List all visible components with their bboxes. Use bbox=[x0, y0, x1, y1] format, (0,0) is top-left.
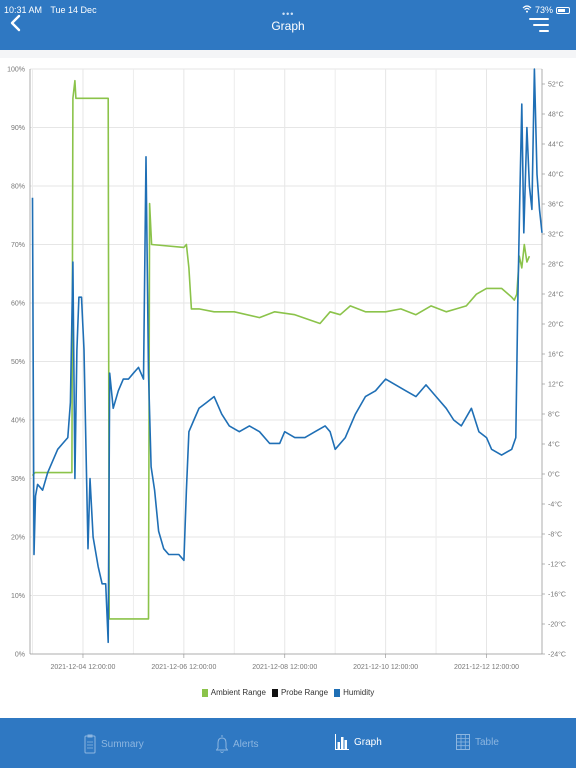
filter-menu-icon-line bbox=[539, 30, 549, 32]
tab-table[interactable]: Table bbox=[456, 734, 499, 750]
y-right-tick-label: 40°C bbox=[548, 171, 564, 179]
bar-chart-icon bbox=[335, 734, 349, 750]
legend-item[interactable]: Humidity bbox=[334, 688, 374, 697]
graph-chart[interactable]: 0% 10% 20% 30% 40% 50% 60% 70% 80% 90% 100% -24°C -2… bbox=[0, 58, 576, 688]
y-right-tick-label: -16°C bbox=[548, 591, 566, 599]
y-left-tick-label: 60% bbox=[11, 301, 25, 308]
status-date: Tue 14 Dec bbox=[50, 5, 97, 15]
y-right-tick-label: -20°C bbox=[548, 621, 566, 629]
y-right-tick-label: 28°C bbox=[548, 261, 564, 269]
y-right-tick-label: 52°C bbox=[548, 81, 564, 89]
y-right-tick-label: 24°C bbox=[548, 291, 564, 299]
legend-label: Ambient Range bbox=[210, 688, 266, 697]
y-right-tick-label: 0°C bbox=[548, 471, 560, 479]
y-left-tick-label: 70% bbox=[11, 242, 25, 249]
x-tick-label: 2021-12-10 12:00:00 bbox=[353, 664, 418, 671]
y-left-tick-label: 50% bbox=[11, 359, 25, 366]
y-right-tick-label: -12°C bbox=[548, 561, 566, 569]
y-right-tick-label: 12°C bbox=[548, 381, 564, 389]
tab-alerts-label: Alerts bbox=[233, 738, 259, 750]
y-left-tick-label: 20% bbox=[11, 535, 25, 542]
legend-swatch bbox=[271, 688, 278, 697]
y-right-tick-label: 8°C bbox=[548, 411, 560, 419]
status-bar: 10:31 AM Tue 14 Dec 73% bbox=[0, 0, 576, 18]
y-right-tick-label: 44°C bbox=[548, 141, 564, 149]
battery-icon bbox=[556, 6, 570, 14]
legend-swatch bbox=[334, 688, 341, 697]
multitask-dots-icon[interactable]: ••• bbox=[282, 9, 295, 19]
status-right: 73% bbox=[522, 5, 570, 15]
y-right-tick-label: 16°C bbox=[548, 351, 564, 359]
legend-label: Humidity bbox=[343, 688, 375, 697]
bell-icon bbox=[216, 735, 228, 753]
status-left: 10:31 AM Tue 14 Dec bbox=[4, 5, 97, 15]
y-right-tick-label: -8°C bbox=[548, 531, 562, 539]
battery-percent: 73% bbox=[534, 5, 553, 15]
battery-fill bbox=[558, 8, 566, 12]
app-header: 10:31 AM Tue 14 Dec 73% ••• Graph bbox=[0, 0, 576, 50]
filter-menu-icon-line bbox=[533, 24, 549, 26]
status-time: 10:31 AM bbox=[4, 5, 43, 15]
y-left-tick-label: 100% bbox=[7, 67, 25, 74]
legend-item[interactable]: Probe Range bbox=[271, 688, 329, 697]
legend-label: Probe Range bbox=[280, 688, 329, 697]
y-left-tick-label: 30% bbox=[11, 476, 25, 483]
legend-item[interactable]: Ambient Range bbox=[201, 688, 266, 697]
legend-swatch bbox=[201, 688, 208, 697]
y-left-tick-label: 80% bbox=[11, 184, 25, 191]
y-left-tick-label: 90% bbox=[11, 125, 25, 132]
clipboard-icon bbox=[84, 734, 96, 754]
chevron-left-icon bbox=[10, 14, 21, 32]
series-line-ambient-range bbox=[31, 79, 531, 620]
y-right-tick-label: 4°C bbox=[548, 441, 560, 449]
tab-summary[interactable]: Summary bbox=[84, 734, 144, 754]
chart-legend: Ambient Range Probe Range Humidity bbox=[0, 688, 576, 697]
page-title: Graph bbox=[271, 19, 305, 33]
x-tick-label: 2021-12-08 12:00:00 bbox=[252, 664, 317, 671]
filter-menu-icon bbox=[529, 18, 549, 20]
x-tick-label: 2021-12-12 12:00:00 bbox=[454, 664, 519, 671]
tab-table-label: Table bbox=[475, 736, 499, 748]
y-left-tick-label: 10% bbox=[11, 593, 25, 600]
tab-graph-label: Graph bbox=[354, 736, 382, 748]
back-button[interactable] bbox=[9, 14, 21, 36]
tab-summary-label: Summary bbox=[101, 738, 144, 750]
y-right-tick-label: 48°C bbox=[548, 111, 564, 119]
y-right-tick-label: 20°C bbox=[548, 321, 564, 329]
y-right-tick-label: 36°C bbox=[548, 201, 564, 209]
y-right-tick-label: -4°C bbox=[548, 501, 562, 509]
filter-menu-button[interactable] bbox=[529, 18, 549, 34]
y-right-tick-label: -24°C bbox=[548, 651, 566, 659]
y-right-tick-label: 32°C bbox=[548, 231, 564, 239]
x-tick-label: 2021-12-06 12:00:00 bbox=[151, 664, 216, 671]
x-tick-label: 2021-12-04 12:00:00 bbox=[50, 664, 115, 671]
bottom-tab-bar: Summary Alerts Graph Table bbox=[0, 718, 576, 768]
tab-alerts[interactable]: Alerts bbox=[216, 734, 259, 754]
y-left-tick-label: 0% bbox=[15, 652, 25, 659]
y-left-tick-label: 40% bbox=[11, 418, 25, 425]
wifi-icon bbox=[522, 5, 532, 15]
series-line-humidity bbox=[31, 68, 543, 644]
header-shadow bbox=[0, 50, 576, 58]
tab-graph[interactable]: Graph bbox=[335, 734, 382, 750]
table-grid-icon bbox=[456, 734, 470, 750]
